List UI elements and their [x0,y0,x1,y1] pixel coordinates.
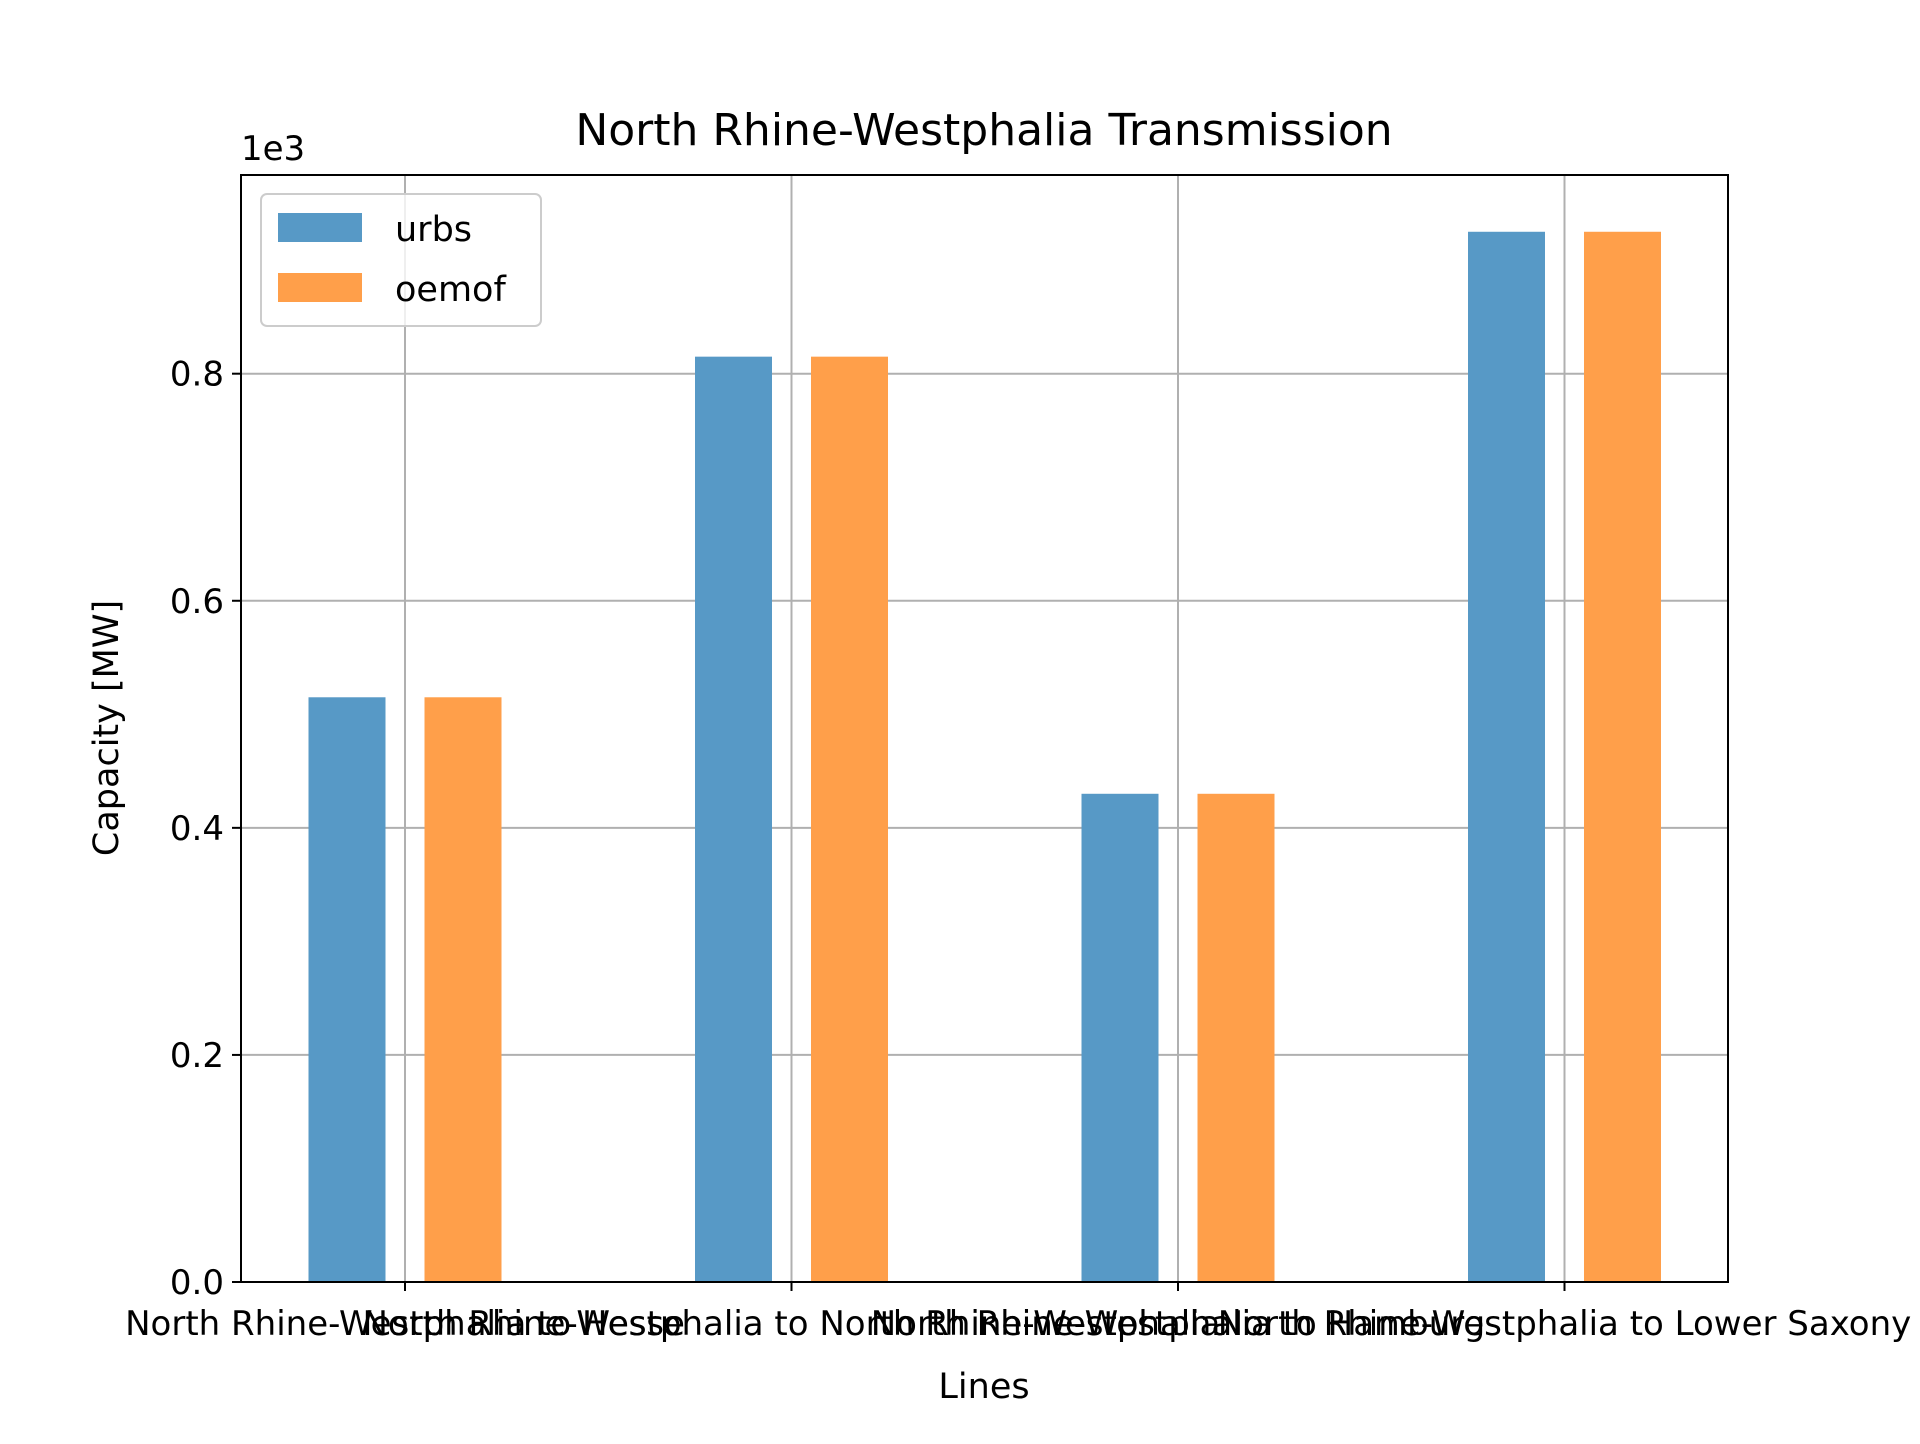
legend-swatch-urbs [278,213,362,242]
y-axis-label: Capacity [MW] [87,600,127,856]
bar-urbs [308,697,386,1282]
plot-frame [240,174,1729,1283]
legend-label-urbs: urbs [395,210,472,250]
y-tick-label: 0.2 [170,1036,224,1076]
x-tick-label: North Rhine-Westphalia to Hamburg [871,1304,1486,1344]
bar-oemof [811,356,888,1283]
y-axis-multiplier: 1e3 [241,129,305,169]
bar-urbs [695,356,772,1283]
bar-oemof [1584,231,1661,1282]
legend: urbs oemof [260,193,542,327]
x-tick-label: North Rhine-Westphalia to Lower Saxony [1218,1304,1912,1344]
y-tick-label: 0.6 [170,582,224,622]
x-tick-label: North Rhine-Westphalia to Hesse [125,1304,685,1344]
bar-urbs [1468,231,1545,1282]
chart-title: North Rhine-Westphalia Transmission [575,105,1392,156]
y-tick-label: 0.0 [170,1263,224,1303]
x-tick-label: North Rhine-Westphalia to North Rhine-We… [362,1304,1220,1344]
bar-oemof [424,697,502,1282]
y-tick-label: 0.4 [170,809,224,849]
legend-label-oemof: oemof [395,270,506,310]
bar-oemof [1197,793,1275,1282]
x-axis-label: Lines [938,1367,1029,1407]
bar-urbs [1081,793,1159,1282]
bars-layer [308,231,1661,1283]
ticks-layer: 0.0 0.2 0.4 0.6 0.8 North Rhine-Westphalia to… [125,355,1911,1344]
legend-swatch-oemof [278,273,362,302]
y-tick-label: 0.8 [170,355,224,395]
